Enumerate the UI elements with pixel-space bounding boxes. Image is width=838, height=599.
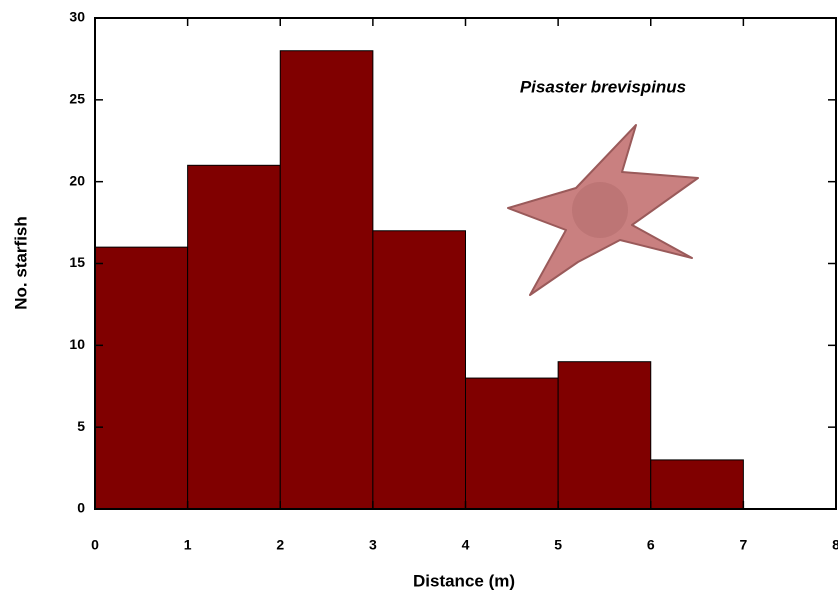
bar bbox=[466, 378, 559, 509]
y-tick-label: 10 bbox=[69, 336, 85, 352]
x-tick-label: 8 bbox=[832, 537, 838, 553]
y-tick-label: 0 bbox=[77, 500, 85, 516]
x-tick-label: 2 bbox=[276, 537, 284, 553]
bar bbox=[373, 231, 466, 509]
bar bbox=[651, 460, 744, 509]
annotation: Pisaster brevispinus bbox=[520, 77, 686, 96]
x-axis-label: Distance (m) bbox=[413, 571, 515, 590]
x-tick-label: 0 bbox=[91, 537, 99, 553]
x-tick-label: 1 bbox=[184, 537, 192, 553]
x-tick-label: 4 bbox=[462, 537, 470, 553]
y-tick-label: 15 bbox=[69, 254, 85, 270]
y-tick-label: 25 bbox=[69, 91, 85, 107]
x-tick-label: 7 bbox=[739, 537, 747, 553]
starfish-illustration bbox=[508, 125, 698, 295]
y-tick-label: 5 bbox=[77, 418, 85, 434]
bar bbox=[188, 165, 281, 509]
x-tick-label: 5 bbox=[554, 537, 562, 553]
x-tick-label: 6 bbox=[647, 537, 655, 553]
y-tick-label: 20 bbox=[69, 172, 85, 188]
bar bbox=[558, 362, 651, 509]
x-tick-label: 3 bbox=[369, 537, 377, 553]
bar bbox=[95, 247, 188, 509]
bar bbox=[280, 51, 373, 509]
y-axis-label: No. starfish bbox=[11, 216, 30, 310]
y-tick-label: 30 bbox=[69, 9, 85, 25]
chart: Pisaster brevispinus Distance (m) No. st… bbox=[0, 0, 838, 599]
